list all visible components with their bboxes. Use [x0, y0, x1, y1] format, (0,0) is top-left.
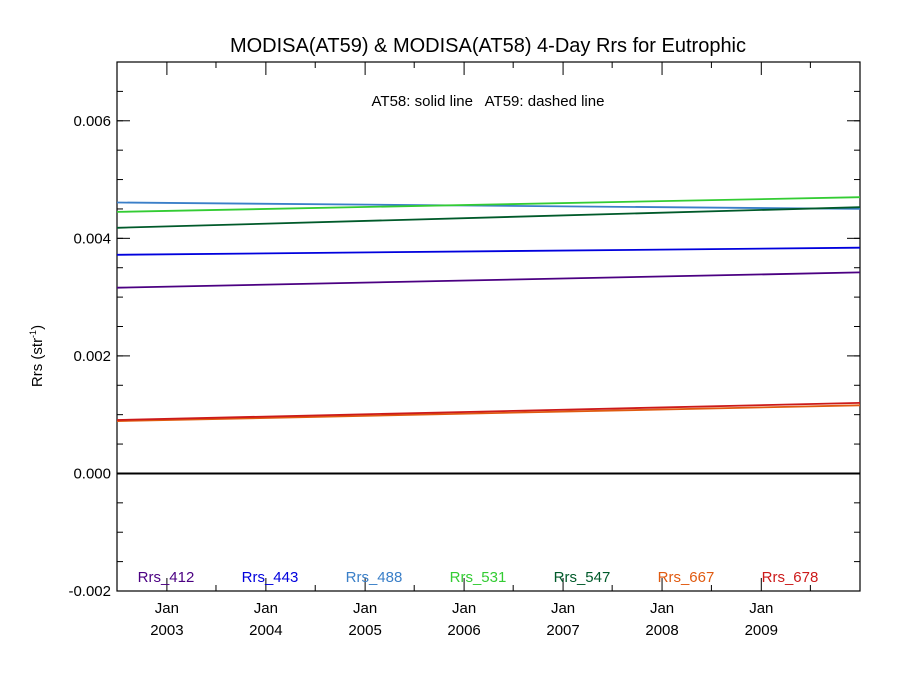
legend-entry-rrs-547: Rrs_547: [554, 569, 611, 586]
series-line-rrs-412: [116, 271, 861, 289]
legend: Rrs_412 Rrs_443 Rrs_488 Rrs_531 Rrs_547 Rrs_6…: [138, 569, 819, 586]
x-tick-label-month: Jan: [650, 600, 674, 617]
y-tick-label: 0.000: [73, 465, 111, 482]
series-line-rrs-547: [116, 206, 861, 229]
x-tick-label-month: Jan: [353, 600, 377, 617]
x-tick-label-year: 2005: [348, 622, 381, 639]
legend-entry-rrs-531: Rrs_531: [450, 569, 507, 586]
series-line-rrs-531: [116, 196, 861, 213]
x-tick-label-month: Jan: [551, 600, 575, 617]
x-tick-label-year: 2009: [745, 622, 778, 639]
y-axis-label-close: ): [29, 325, 46, 330]
y-axis-label-sup: -1: [28, 330, 38, 338]
x-tick-label-year: 2003: [150, 622, 183, 639]
y-axis-label-main: Rrs (str: [29, 338, 46, 387]
y-tick-label: 0.002: [73, 348, 111, 365]
legend-entry-rrs-412: Rrs_412: [138, 569, 195, 586]
x-tick-label-year: 2008: [645, 622, 678, 639]
y-tick-label: 0.004: [73, 230, 111, 247]
series-line-rrs-678: [116, 402, 861, 421]
annotation: AT58: solid line AT59: dashed line: [372, 93, 605, 110]
series-line-rrs-667: [116, 404, 861, 422]
legend-entry-rrs-678: Rrs_678: [762, 569, 819, 586]
x-tick-label-month: Jan: [155, 600, 179, 617]
x-tick-label-year: 2004: [249, 622, 282, 639]
x-tick-label-month: Jan: [452, 600, 476, 617]
x-tick-label-month: Jan: [254, 600, 278, 617]
plot-frame: [116, 61, 861, 592]
chart-title: MODISA(AT59) & MODISA(AT58) 4-Day Rrs fo…: [230, 35, 746, 57]
y-tick-label: 0.006: [73, 113, 111, 130]
plot-area: -0.002 0.000 0.002 0.004 0.006 Jan 2003 Jan 2004…: [68, 61, 861, 639]
legend-entry-rrs-488: Rrs_488: [346, 569, 403, 586]
x-tick-label-month: Jan: [749, 600, 773, 617]
x-tick-label-year: 2007: [546, 622, 579, 639]
legend-entry-rrs-667: Rrs_667: [658, 569, 715, 586]
legend-entry-rrs-443: Rrs_443: [242, 569, 299, 586]
y-tick-label: -0.002: [68, 583, 111, 600]
x-tick-label-year: 2006: [447, 622, 480, 639]
series-line-rrs-488: [116, 201, 861, 210]
y-axis-label: Rrs (str-1): [28, 325, 46, 387]
series-line-rrs-443: [116, 246, 861, 256]
